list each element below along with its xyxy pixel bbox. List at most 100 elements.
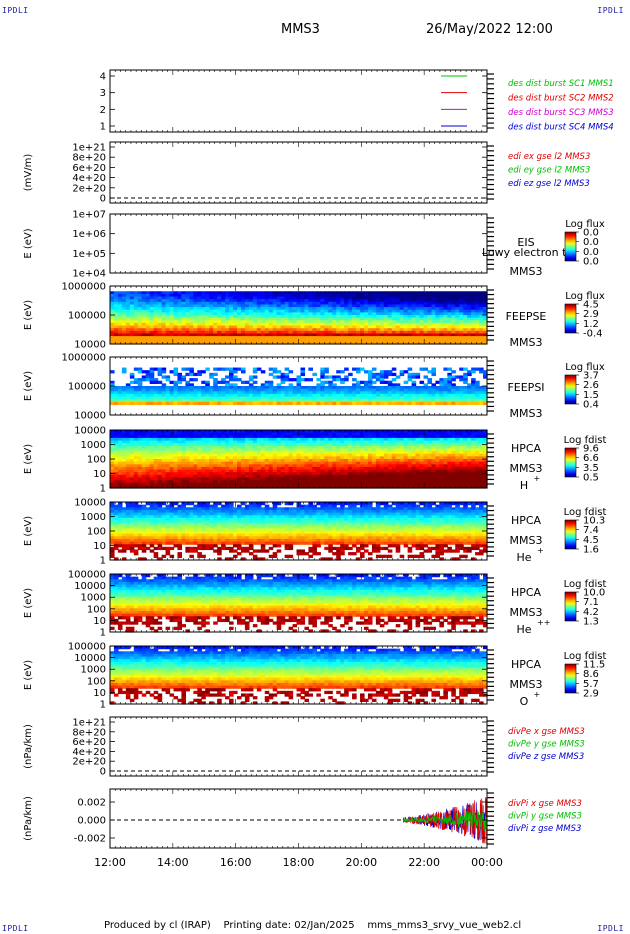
colorbar-tick-label: 8.6 <box>583 669 599 680</box>
species-label: H <box>520 479 528 492</box>
y-tick-label: 1e+21 <box>72 718 106 729</box>
colorbar-tick-label: 7.1 <box>583 597 599 608</box>
y-tick-label: 8e+20 <box>72 153 106 164</box>
y-tick-label: 1e+21 <box>72 143 106 154</box>
colorbar-tick-label: 0.0 <box>583 237 599 248</box>
y-axis-label: E (eV) <box>23 228 34 258</box>
y-tick-label: 10000 <box>74 426 106 437</box>
y-tick-label: 10 <box>93 688 106 699</box>
species-label: He <box>516 623 531 636</box>
spectrogram-feepse <box>110 291 488 345</box>
colorbar-tick-label: 0.0 <box>583 247 599 258</box>
y-tick-label: 10000 <box>74 653 106 664</box>
corner-label-top-right: IPDLI <box>597 6 624 15</box>
y-tick-label: 1000 <box>81 593 106 604</box>
colorbar-tick-label: 2.9 <box>583 309 599 320</box>
panel-frame <box>109 213 488 274</box>
colorbar <box>564 519 577 550</box>
x-tick-label: 18:00 <box>283 856 315 869</box>
footer-printing-date: Printing date: 02/Jan/2025 <box>223 920 355 931</box>
x-tick-label: 20:00 <box>345 856 377 869</box>
y-tick-label: 8e+20 <box>72 727 106 738</box>
x-tick-label: 12:00 <box>94 856 126 869</box>
colorbar-tick-label: 9.6 <box>583 444 599 455</box>
colorbar-tick-label: 4.5 <box>583 535 599 546</box>
y-tick-label: 10000 <box>74 411 106 422</box>
colorbar-title: Log fdist <box>564 579 607 590</box>
y-tick-label: 100 <box>87 676 106 687</box>
footer: Produced by cl (IRAP) Printing date: 02/… <box>104 920 521 931</box>
series-legend-label: des dist burst SC1 MMS1 <box>508 79 614 89</box>
x-tick-label: 22:00 <box>408 856 440 869</box>
y-tick-label: 1 <box>100 700 106 711</box>
charge-label: + <box>537 546 544 555</box>
colorbar-tick-label: 4.5 <box>583 300 599 311</box>
colorbar-title: Log fdist <box>564 435 607 446</box>
instrument-label: FEEPSI <box>507 381 544 394</box>
y-tick-label: 1 <box>100 484 106 495</box>
y-tick-label: 1e+04 <box>72 269 106 280</box>
x-tick-label: 14:00 <box>157 856 189 869</box>
colorbar-tick-label: 1.2 <box>583 319 599 330</box>
colorbar-title: Log fdist <box>564 507 607 518</box>
overlay-label: Lowy electron to <box>482 246 573 259</box>
colorbar-tick-label: 0.0 <box>583 257 599 268</box>
x-tick-label: 00:00 <box>471 856 503 869</box>
series-legend-label: divPe z gse MMS3 <box>508 752 584 762</box>
y-axis-label: E (eV) <box>23 588 34 618</box>
y-tick-label: 10000 <box>74 340 106 351</box>
spacecraft-label: MMS3 <box>510 462 543 475</box>
y-tick-label: 10 <box>93 616 106 627</box>
y-tick-label: 1000000 <box>61 353 106 364</box>
colorbar <box>564 231 577 262</box>
colorbar-tick-label: -0.4 <box>583 329 603 340</box>
footer-filename: mms_mms3_srvy_vue_web2.cl <box>367 920 522 931</box>
y-axis-label: E (eV) <box>23 660 34 690</box>
series-legend-label: divPi x gse MMS3 <box>508 799 582 809</box>
colorbar <box>564 303 577 334</box>
y-tick-label: 2 <box>100 105 106 116</box>
y-tick-label: 10 <box>93 469 106 480</box>
colorbar-tick-label: 1.5 <box>583 390 599 401</box>
charge-label: ++ <box>537 618 550 627</box>
colorbar-tick-label: 1.6 <box>583 545 599 556</box>
y-tick-label: 1000 <box>81 665 106 676</box>
species-label: O <box>520 695 529 708</box>
spacecraft-label: MMS3 <box>510 678 543 691</box>
colorbar-tick-label: 6.6 <box>583 453 599 464</box>
x-tick-label: 16:00 <box>220 856 252 869</box>
y-tick-label: 100000 <box>68 311 106 322</box>
y-tick-label: 0.000 <box>77 816 106 827</box>
y-tick-label: 3 <box>100 88 106 99</box>
colorbar-tick-label: 4.2 <box>583 607 599 618</box>
y-tick-label: 100 <box>87 455 106 466</box>
y-tick-label: 4e+20 <box>72 173 106 184</box>
y-tick-label: 100000 <box>68 382 106 393</box>
colorbar-tick-label: 11.5 <box>583 660 605 671</box>
colorbar-title: Log fdist <box>564 651 607 662</box>
instrument-label: EIS <box>517 236 534 249</box>
panel-edi: edi ex gse l2 MMS3 edi ey gse l2 MMS3 edi … <box>110 152 590 199</box>
y-tick-label: 6e+20 <box>72 737 106 748</box>
y-tick-label: 100000 <box>68 642 106 653</box>
colorbar-tick-label: 3.5 <box>583 463 599 474</box>
y-tick-label: 1e+07 <box>72 210 106 221</box>
series-legend-label: divPi z gse MMS3 <box>508 824 581 834</box>
spectrogram-hpca_he <box>110 502 488 561</box>
y-tick-label: 1e+05 <box>72 249 106 260</box>
y-axis-label: E (eV) <box>23 444 34 474</box>
y-tick-label: 2e+20 <box>72 183 106 194</box>
colorbar-title: Log flux <box>565 362 605 373</box>
y-tick-label: 0 <box>100 194 106 205</box>
spectrogram-feepsi <box>110 367 488 406</box>
colorbar-tick-label: 10.0 <box>583 588 605 599</box>
y-tick-label: -0.002 <box>74 834 106 845</box>
y-tick-label: 0.002 <box>77 798 106 809</box>
y-tick-label: 1 <box>100 628 106 639</box>
y-tick-label: 6e+20 <box>72 163 106 174</box>
